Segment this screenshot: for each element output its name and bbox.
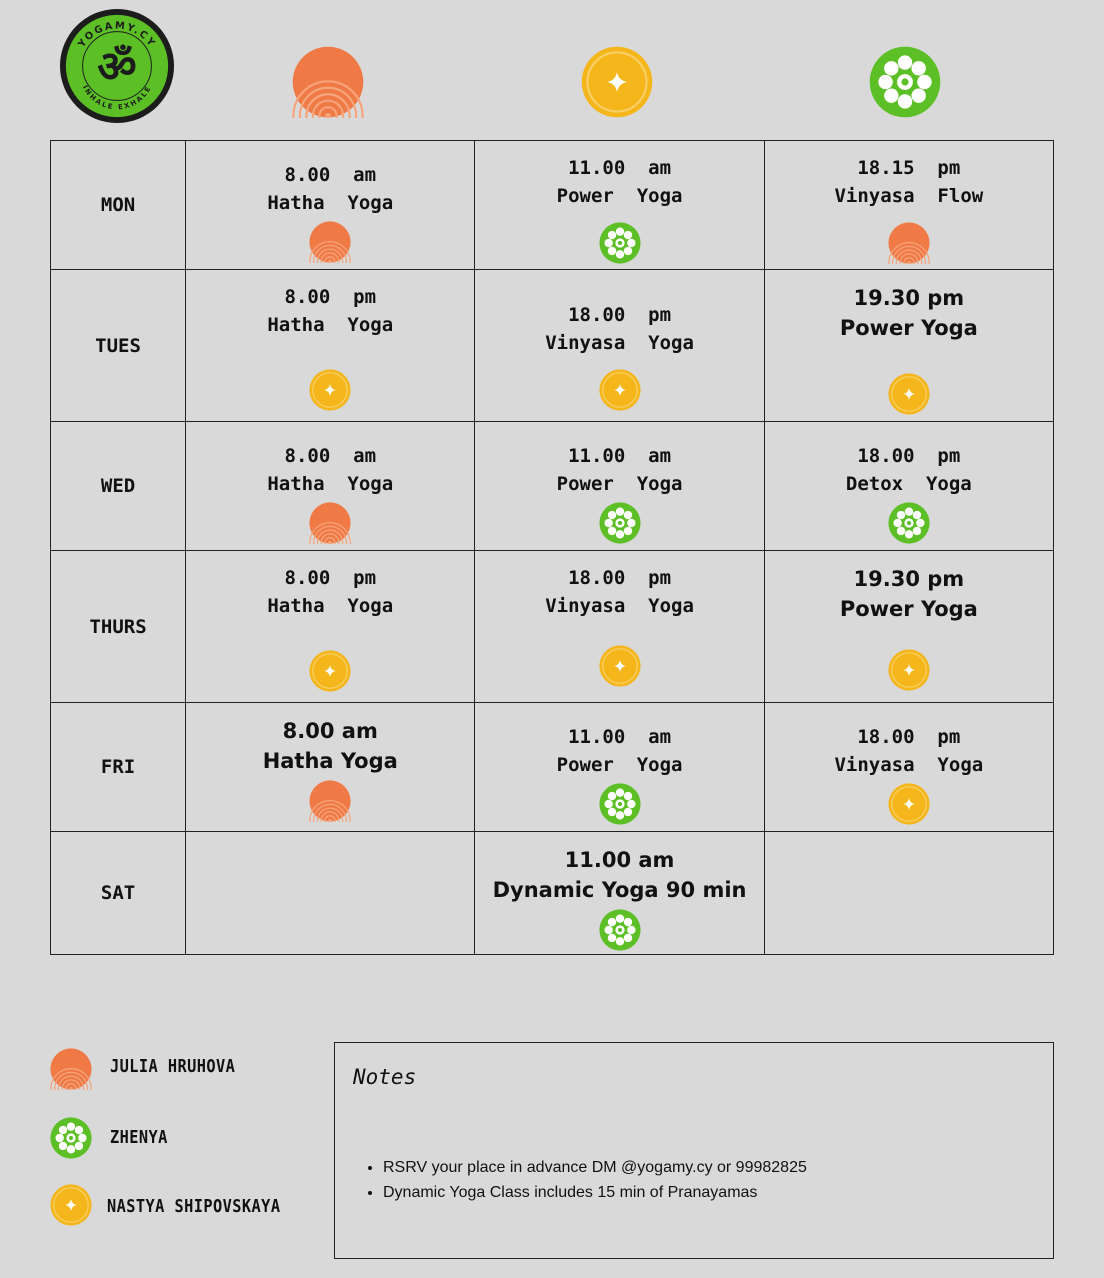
green-asterisk-icon	[888, 502, 930, 544]
legend-label-nastya: NASTYA SHIPOVSKAYA	[107, 1196, 281, 1217]
orange-rings-icon	[309, 502, 351, 544]
class-cell: 18.00 pm Detox Yoga	[763, 421, 1055, 551]
class-name: Power Yoga	[556, 754, 683, 776]
day-label: TUES	[49, 269, 187, 422]
class-time: 8.00 am	[284, 164, 377, 186]
yellow-star-icon	[888, 783, 930, 825]
schedule-row: FRI 8.00 am Hatha Yoga 11.00 am Power Yoga 18…	[49, 702, 1055, 832]
class-name: Power Yoga	[839, 316, 978, 340]
green-asterisk-icon	[50, 1117, 92, 1159]
yellow-star-icon	[599, 369, 641, 411]
green-asterisk-icon	[599, 222, 641, 264]
note-item: RSRV your place in advance DM @yogamy.cy…	[383, 1155, 807, 1180]
day-label: THURS	[49, 550, 187, 703]
class-cell: 8.00 am Hatha Yoga	[185, 702, 476, 832]
orange-rings-icon	[50, 1048, 92, 1090]
yellow-star-icon	[888, 373, 930, 415]
class-cell: 8.00 am Hatha Yoga	[185, 421, 476, 551]
class-cell: 8.00 am Hatha Yoga	[185, 140, 476, 270]
legend-label-julia: JULIA HRUHOVA	[110, 1056, 236, 1077]
class-name: Vinyasa Flow	[834, 185, 984, 207]
orange-rings-icon	[888, 222, 930, 264]
yellow-star-icon	[581, 46, 653, 118]
yellow-star-icon	[309, 650, 351, 692]
notes-list: RSRV your place in advance DM @yogamy.cy…	[363, 1155, 807, 1205]
schedule-table: MON 8.00 am Hatha Yoga 11.00 am Power Yoga 18…	[49, 140, 1055, 955]
class-time: 18.15 pm	[857, 157, 961, 179]
class-time: 11.00 am	[568, 445, 672, 467]
class-cell: 18.15 pm Vinyasa Flow	[763, 140, 1055, 270]
class-cell: 11.00 am Power Yoga	[474, 421, 765, 551]
class-name: Dynamic Yoga 90 min	[492, 878, 747, 902]
class-name: Hatha Yoga	[267, 192, 394, 214]
day-label: SAT	[49, 831, 187, 955]
legend-label-zhenya: ZHENYA	[110, 1127, 168, 1148]
class-name: Hatha Yoga	[267, 314, 394, 336]
class-time: 11.00 am	[568, 726, 672, 748]
class-name: Hatha Yoga	[267, 473, 394, 495]
class-cell: 18.00 pm Vinyasa Yoga	[474, 269, 765, 422]
schedule-row: TUES 8.00 pm Hatha Yoga 18.00 pm Vinyasa Yog…	[49, 269, 1055, 422]
class-time: 19.30 pm	[853, 286, 965, 310]
class-time: 18.00 pm	[857, 726, 961, 748]
class-time: 8.00 am	[282, 719, 378, 743]
day-label: WED	[49, 421, 187, 551]
schedule-row: SAT 11.00 am Dynamic Yoga 90 min	[49, 831, 1055, 955]
class-cell: 11.00 am Power Yoga	[474, 702, 765, 832]
class-cell: 19.30 pm Power Yoga	[763, 550, 1055, 703]
class-time: 18.00 pm	[568, 304, 672, 326]
class-time: 11.00 am	[568, 157, 672, 179]
notes-box: Notes RSRV your place in advance DM @yog…	[334, 1042, 1054, 1259]
class-name: Detox Yoga	[845, 473, 972, 495]
yellow-star-icon	[599, 645, 641, 687]
class-cell: 8.00 pm Hatha Yoga	[185, 269, 476, 422]
class-name: Power Yoga	[839, 597, 978, 621]
green-asterisk-icon	[599, 909, 641, 951]
class-time: 11.00 am	[564, 848, 675, 872]
class-time: 18.00 pm	[857, 445, 961, 467]
green-asterisk-icon	[599, 502, 641, 544]
green-asterisk-icon	[869, 46, 941, 118]
class-cell: 8.00 pm Hatha Yoga	[185, 550, 476, 703]
orange-rings-icon	[309, 221, 351, 263]
class-name: Vinyasa Yoga	[545, 595, 694, 617]
om-logo-icon: YOGAMY.CY INHALE EXHALE ॐ	[59, 8, 175, 124]
class-cell: 19.30 pm Power Yoga	[763, 269, 1055, 422]
yellow-star-icon	[888, 649, 930, 691]
class-cell: 18.00 pm Vinyasa Yoga	[474, 550, 765, 703]
yellow-star-icon	[50, 1184, 92, 1226]
class-time: 8.00 pm	[284, 286, 377, 308]
class-time: 8.00 am	[284, 445, 377, 467]
note-item: Dynamic Yoga Class includes 15 min of Pr…	[383, 1180, 807, 1205]
class-name: Power Yoga	[556, 185, 683, 207]
class-name: Power Yoga	[556, 473, 683, 495]
om-glyph: ॐ	[97, 43, 136, 93]
orange-rings-icon	[309, 780, 351, 822]
class-cell	[763, 831, 1055, 955]
class-time: 19.30 pm	[853, 567, 965, 591]
schedule-row: MON 8.00 am Hatha Yoga 11.00 am Power Yoga 18…	[49, 140, 1055, 270]
green-asterisk-icon	[599, 783, 641, 825]
class-cell: 11.00 am Power Yoga	[474, 140, 765, 270]
class-cell: 18.00 pm Vinyasa Yoga	[763, 702, 1055, 832]
class-name: Vinyasa Yoga	[545, 332, 694, 354]
day-label: FRI	[49, 702, 187, 832]
schedule-row: THURS 8.00 pm Hatha Yoga 18.00 pm Vinyasa Yo…	[49, 550, 1055, 703]
yellow-star-icon	[309, 369, 351, 411]
notes-title: Notes	[353, 1065, 417, 1089]
orange-rings-icon	[292, 46, 364, 118]
class-name: Hatha Yoga	[262, 749, 398, 773]
class-cell	[185, 831, 476, 955]
class-cell: 11.00 am Dynamic Yoga 90 min	[474, 831, 765, 955]
class-name: Vinyasa Yoga	[834, 754, 984, 776]
class-time: 18.00 pm	[568, 567, 672, 589]
class-time: 8.00 pm	[284, 567, 377, 589]
day-label: MON	[49, 140, 187, 270]
class-name: Hatha Yoga	[267, 595, 394, 617]
schedule-row: WED 8.00 am Hatha Yoga 11.00 am Power Yoga 18…	[49, 421, 1055, 551]
